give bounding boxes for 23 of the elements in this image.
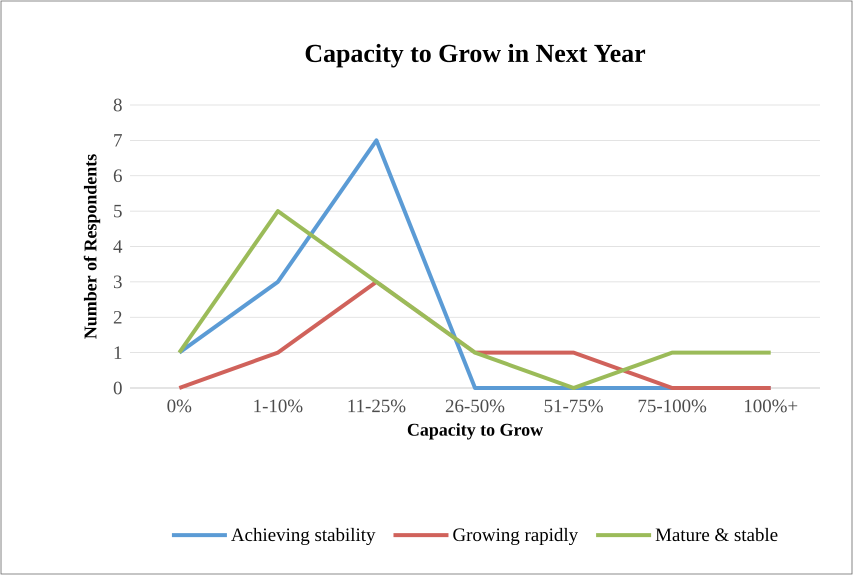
y-tick-label: 7 [114, 134, 122, 147]
x-tick-label: 1-10% [254, 400, 302, 412]
x-tick-label: 51-75% [544, 400, 603, 412]
y-tick-label: 6 [114, 169, 122, 182]
legend-label: Mature & stable [656, 528, 778, 542]
line-series [177, 209, 773, 390]
y-tick-label: 4 [113, 240, 122, 253]
y-axis-title: Number of Respondents [84, 154, 100, 339]
y-tick-label: 0 [114, 382, 122, 394]
x-tick-label: 0% [167, 400, 192, 412]
x-tick-label: 11-25% [348, 400, 406, 412]
legend-label: Growing rapidly [453, 528, 578, 546]
x-tick-label: 100%+ [744, 400, 798, 412]
x-axis-title: Capacity to Grow [408, 423, 543, 440]
chart-title: Capacity to Grow in Next Year [306, 44, 646, 68]
legend-label: Achieving stability [231, 528, 376, 546]
y-tick-label: 5 [114, 204, 122, 218]
x-tick-label: 26-50% [446, 400, 504, 412]
y-tick-label: 8 [114, 98, 122, 112]
y-tick-label: 3 [114, 276, 122, 288]
x-tick-label: 75-100% [638, 400, 706, 412]
y-tick-label: 1 [114, 346, 122, 359]
y-tick-label: 2 [114, 310, 122, 324]
